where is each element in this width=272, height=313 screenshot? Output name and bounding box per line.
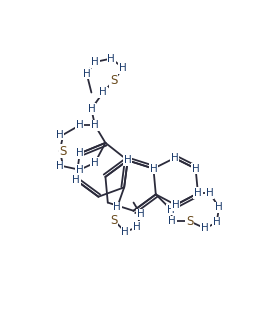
- Text: H: H: [171, 153, 178, 163]
- Text: H: H: [168, 216, 176, 226]
- Text: H: H: [107, 54, 115, 64]
- Text: H: H: [137, 209, 144, 219]
- Text: H: H: [122, 227, 129, 237]
- Text: H: H: [76, 165, 84, 175]
- Text: H: H: [76, 120, 84, 130]
- Text: H: H: [192, 164, 199, 174]
- Text: S: S: [110, 214, 117, 227]
- Text: H: H: [201, 223, 209, 233]
- Text: H: H: [133, 222, 141, 232]
- Text: H: H: [99, 87, 107, 97]
- Text: H: H: [83, 69, 91, 79]
- Text: H: H: [91, 57, 99, 67]
- Text: S: S: [186, 215, 193, 228]
- Text: H: H: [56, 161, 64, 171]
- Text: H: H: [206, 188, 214, 198]
- Text: H: H: [113, 202, 121, 212]
- Text: H: H: [213, 218, 221, 228]
- Text: H: H: [124, 156, 132, 165]
- Text: H: H: [167, 205, 175, 215]
- Text: H: H: [215, 202, 223, 212]
- Text: H: H: [76, 148, 84, 158]
- Text: H: H: [91, 120, 99, 130]
- Text: H: H: [150, 164, 157, 174]
- Text: H: H: [88, 104, 95, 114]
- Text: H: H: [72, 175, 80, 185]
- Text: H: H: [91, 158, 99, 168]
- Text: H: H: [119, 63, 127, 73]
- Text: S: S: [110, 74, 117, 87]
- Text: H: H: [194, 188, 202, 198]
- Text: H: H: [56, 130, 64, 140]
- Text: H: H: [172, 200, 180, 210]
- Text: S: S: [60, 145, 67, 157]
